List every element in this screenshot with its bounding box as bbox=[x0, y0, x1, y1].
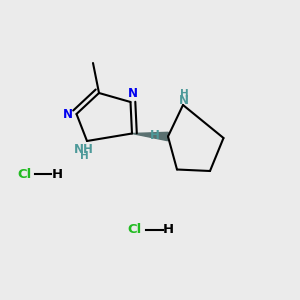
Text: Cl: Cl bbox=[17, 167, 31, 181]
Text: Cl: Cl bbox=[128, 223, 142, 236]
Text: H: H bbox=[163, 223, 174, 236]
Polygon shape bbox=[132, 132, 168, 141]
Text: H: H bbox=[150, 129, 159, 142]
Text: H: H bbox=[51, 167, 63, 181]
Text: H: H bbox=[80, 151, 88, 161]
Text: NH: NH bbox=[74, 143, 94, 156]
Text: N: N bbox=[63, 107, 73, 121]
Text: N: N bbox=[179, 94, 189, 107]
Text: N: N bbox=[128, 87, 138, 100]
Text: H: H bbox=[179, 89, 188, 100]
